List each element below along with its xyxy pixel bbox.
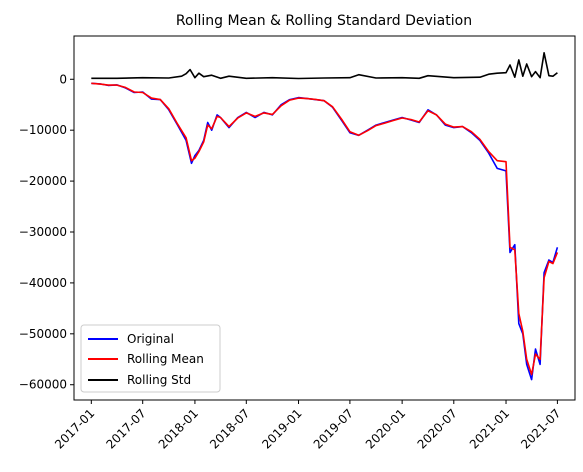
y-tick-label: −50000 (19, 327, 67, 341)
x-tick-label: 2018-01 (156, 406, 201, 451)
y-tick-label: −20000 (19, 174, 67, 188)
x-axis: 2017-01 2017-07 2018-01 2018-07 2019-01 2019-… (52, 400, 563, 452)
legend-label-original: Original (127, 332, 174, 346)
y-tick-label: 0 (59, 72, 67, 86)
x-tick-label: 2019-07 (311, 406, 356, 451)
y-tick-label: −60000 (19, 378, 67, 392)
x-tick-label: 2018-07 (207, 406, 252, 451)
legend-label-rolling-mean: Rolling Mean (127, 352, 204, 366)
x-tick-label: 2017-01 (52, 406, 97, 451)
x-tick-label: 2017-07 (103, 406, 148, 451)
y-tick-label: −30000 (19, 225, 67, 239)
x-tick-label: 2021-07 (518, 406, 563, 451)
y-tick-label: −10000 (19, 123, 67, 137)
series-line-rolling-std (91, 53, 557, 79)
x-tick-label: 2021-01 (467, 406, 512, 451)
x-tick-label: 2020-07 (415, 406, 460, 451)
legend: Original Rolling Mean Rolling Std (81, 325, 220, 392)
x-tick-label: 2019-01 (259, 406, 304, 451)
y-axis: 0 −10000 −20000 −30000 −40000 −50000 −60000 (19, 72, 74, 391)
chart-title: Rolling Mean & Rolling Standard Deviatio… (176, 13, 472, 29)
x-tick-label: 2020-01 (363, 406, 408, 451)
legend-label-rolling-std: Rolling Std (127, 373, 191, 387)
y-tick-label: −40000 (19, 276, 67, 290)
